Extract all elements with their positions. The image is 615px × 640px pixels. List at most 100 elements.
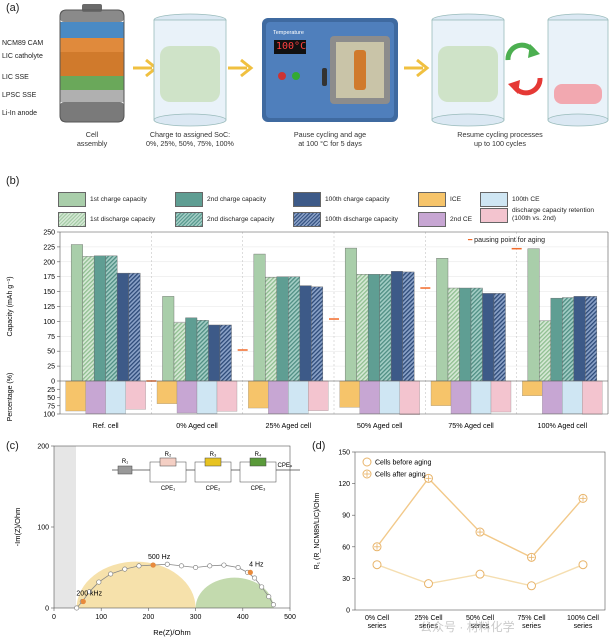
capacity-bar xyxy=(105,255,118,382)
capacity-bar xyxy=(219,324,232,382)
impedance-point xyxy=(193,565,199,571)
legend-1st-charge: 1st charge capacity xyxy=(58,192,147,207)
capacity-bar xyxy=(379,274,392,382)
percentage-bar xyxy=(490,380,512,413)
impedance-point xyxy=(108,571,114,577)
capacity-bar xyxy=(470,287,483,382)
percentage-bar xyxy=(562,380,583,414)
percentage-bar xyxy=(339,380,360,408)
y-tick-label: 175 xyxy=(43,274,55,281)
percentage-bar xyxy=(542,380,563,414)
caption-pause: Pause cycling and age at 100 °C for 5 da… xyxy=(293,130,367,148)
impedance-point xyxy=(266,594,272,600)
capacity-bar xyxy=(208,324,221,382)
percentage-bar xyxy=(450,380,472,414)
impedance-point xyxy=(270,602,276,608)
impedance-point xyxy=(136,563,142,569)
battery-label-catholyte: LIC catholyte xyxy=(2,53,43,60)
capacity-bar xyxy=(482,293,495,382)
capacity-bar xyxy=(185,317,198,382)
capacity-bar xyxy=(447,287,460,382)
y-tick-label: 25 xyxy=(47,364,55,371)
watermark: 公众号 · 材料化学 xyxy=(420,620,515,634)
legend-2nd-ce: 2nd CE xyxy=(418,212,472,227)
impedance-point xyxy=(164,561,170,567)
category-label: 100% Aged cell xyxy=(538,421,588,430)
capacity-bar xyxy=(493,293,506,382)
percentage-bar xyxy=(470,380,492,414)
legend-100th-discharge: 100th discharge capacity xyxy=(293,212,398,227)
cell-cylinder-aged xyxy=(547,13,609,127)
percentage-bar xyxy=(216,380,238,412)
percentage-bar xyxy=(582,380,603,415)
impedance-point xyxy=(86,589,92,595)
category-label: series xyxy=(368,623,387,630)
resistor-block xyxy=(204,457,222,467)
series-point xyxy=(578,560,588,570)
capacity-bar xyxy=(459,287,472,382)
legend-2nd-discharge: 2nd discharge capacity xyxy=(175,212,274,227)
resistor-r1 xyxy=(117,465,133,475)
capacity-bar xyxy=(173,322,186,382)
capacity-bar xyxy=(116,272,129,382)
legend-100th-ce: 100th CE xyxy=(480,192,540,207)
percentage-bar xyxy=(156,380,178,404)
y-tick-label: 200 xyxy=(37,444,49,451)
battery-label-lpsc-sse: LPSC SSE xyxy=(2,92,37,99)
y-tick-label: 200 xyxy=(43,259,55,266)
arc-fill-2 xyxy=(195,577,274,608)
y-tick-label: 250 xyxy=(43,230,55,237)
category-label: 0% Cell xyxy=(365,615,390,622)
battery-illustration xyxy=(59,4,125,123)
frequency-marker xyxy=(150,562,156,568)
category-label: series xyxy=(419,623,438,630)
category-label: series xyxy=(574,623,593,630)
frequency-label: 500 Hz xyxy=(148,554,171,561)
category-label: 75% Aged cell xyxy=(448,421,494,430)
capacity-bar xyxy=(562,297,575,382)
panel-a-illustration xyxy=(59,4,609,127)
battery-label-cam: NCM89 CAM xyxy=(2,40,44,47)
frequency-label: 4 Hz xyxy=(249,561,264,568)
legend-ice: ICE xyxy=(418,192,461,207)
impedance-point xyxy=(96,579,102,585)
y-tick-label: 30 xyxy=(342,576,350,583)
category-label: series xyxy=(471,623,490,630)
percentage-bar xyxy=(196,380,218,414)
oven-display-label: Temperature xyxy=(273,30,304,36)
x-axis-label: Re(Z)/Ohm xyxy=(153,628,191,637)
impedance-point xyxy=(221,562,227,568)
cycle-arrows-icon xyxy=(505,42,543,96)
y-tick-label: 50 xyxy=(47,395,55,402)
panel-a-letter: (a) xyxy=(6,2,20,14)
capacity-bar xyxy=(550,297,563,382)
capacity-bar xyxy=(356,274,369,382)
frequency-label: 200 kHz xyxy=(76,591,102,598)
category-label: 100% Cell xyxy=(567,615,599,622)
equivalent-circuit: CPE₁ R₂ CPE₂ R₃ CPE₃ R₄ R₁ CPEₚ xyxy=(112,452,300,492)
capacity-bar xyxy=(93,255,106,382)
capacity-bar xyxy=(402,271,415,382)
legend-2nd-charge: 2nd charge capacity xyxy=(175,192,266,207)
oven-illustration xyxy=(262,18,398,122)
y-tick-label: 50 xyxy=(47,349,55,356)
impedance-point xyxy=(74,605,80,611)
y-tick-label: 100 xyxy=(37,525,49,532)
category-label: 25% Aged cell xyxy=(266,421,312,430)
capacity-bar xyxy=(527,248,540,382)
capacity-bar xyxy=(436,258,449,382)
x-tick-label: 0 xyxy=(52,614,56,621)
resistor-block xyxy=(159,457,177,467)
percentage-bar xyxy=(430,380,452,406)
impedance-point xyxy=(178,563,184,569)
percentage-bar xyxy=(176,380,198,414)
capacity-bar xyxy=(265,277,278,382)
panel-b-letter: (b) xyxy=(6,175,20,187)
capacity-bar xyxy=(573,296,586,382)
legend-label: Cells before aging xyxy=(375,460,432,467)
impedance-point xyxy=(259,584,265,590)
caption-cell-assembly: Cell assembly xyxy=(76,130,108,148)
category-label: Ref. cell xyxy=(93,421,119,430)
cpe-label: CPE₃ xyxy=(251,486,266,492)
